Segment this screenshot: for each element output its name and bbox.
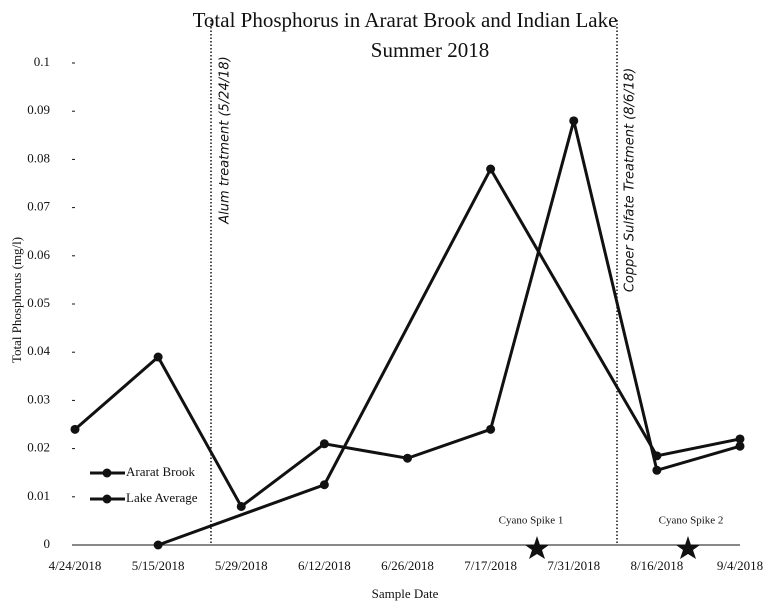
series-line — [74, 120, 741, 509]
y-tick-label: 0.01 — [27, 488, 50, 503]
x-tick-label: 4/24/2018 — [49, 558, 102, 573]
point — [236, 501, 246, 511]
point — [403, 453, 412, 463]
annotation: Copper Sulfate Treatment (8/6/18) — [623, 68, 638, 292]
y-tick-label: 0 — [44, 536, 51, 551]
legend-marker — [102, 468, 112, 478]
y-tick-label: 0.06 — [27, 247, 50, 262]
x-tick-label: 6/26/2018 — [381, 558, 434, 573]
annotation: Alum treatment (5/24/18) — [218, 56, 233, 224]
legend-label: Ararat Brook — [126, 464, 195, 479]
point — [319, 439, 329, 449]
x-tick-label: 5/15/2018 — [132, 558, 185, 573]
x-tick-label: 6/12/2018 — [298, 558, 351, 573]
x-tick-label: 5/29/2018 — [215, 558, 268, 573]
y-tick-label: 0.07 — [27, 199, 50, 214]
x-tick-label: 9/4/2018 — [717, 558, 763, 573]
star — [525, 536, 549, 559]
point — [652, 451, 662, 461]
annotation: Cyano Spike 1 — [499, 515, 564, 527]
point — [735, 434, 745, 444]
point — [652, 465, 662, 475]
y-tick-label: 0.03 — [27, 391, 50, 406]
point — [319, 480, 329, 490]
x-tick-label: 7/31/2018 — [547, 558, 600, 573]
legend-marker — [102, 494, 112, 504]
point — [486, 424, 496, 434]
series-line — [157, 165, 741, 547]
x-tick-label: 7/17/2018 — [464, 558, 517, 573]
chart-subtitle: Summer 2018 — [371, 38, 489, 62]
y-tick-label: 0.05 — [27, 295, 50, 310]
point — [735, 441, 745, 451]
point — [486, 164, 496, 174]
legend-label: Lake Average — [126, 490, 198, 505]
y-tick-label: 0.04 — [27, 343, 50, 358]
x-axis-title: Sample Date — [372, 586, 439, 601]
point — [569, 116, 579, 126]
y-axis-title: Total Phosphorus (mg/l) — [9, 237, 24, 363]
y-tick-label: 0.1 — [34, 54, 50, 69]
point — [153, 352, 163, 362]
annotation: Cyano Spike 2 — [659, 515, 724, 527]
y-tick-label: 0.02 — [27, 440, 50, 455]
chart-title: Total Phosphorus in Ararat Brook and Ind… — [193, 8, 618, 32]
y-tick-label: 0.08 — [27, 150, 50, 165]
x-tick-label: 8/16/2018 — [631, 558, 684, 573]
point — [153, 540, 163, 550]
star — [676, 536, 700, 559]
y-tick-label: 0.09 — [27, 102, 50, 117]
point — [70, 424, 80, 434]
